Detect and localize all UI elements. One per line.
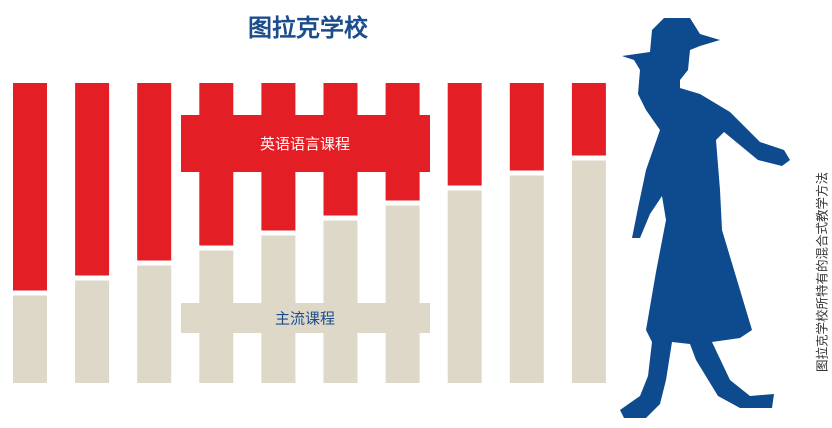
legend-label: 主流课程 <box>275 310 335 328</box>
bar-segment <box>323 220 358 383</box>
side-note: 图拉克学校所特有的混合式教学方法 <box>815 172 830 372</box>
bar-segment <box>509 83 544 171</box>
chart-title: 图拉克学校 <box>248 14 369 42</box>
bar-segment <box>447 83 482 186</box>
woman-silhouette <box>620 18 790 418</box>
bar-segment <box>137 265 172 383</box>
bar-segment <box>137 83 172 261</box>
legend-box <box>181 115 430 172</box>
legend-label: 英语语言课程 <box>260 135 350 153</box>
bar-segment <box>75 280 110 383</box>
bar-segment <box>571 83 606 156</box>
bar-segment <box>13 83 47 291</box>
bar-segment <box>447 190 482 383</box>
bar-segment <box>385 205 420 383</box>
bar-segment <box>75 83 110 276</box>
bar-segment <box>13 295 47 383</box>
legend-box <box>181 303 430 333</box>
bar-segment <box>509 175 544 383</box>
bar-segment <box>571 160 606 383</box>
